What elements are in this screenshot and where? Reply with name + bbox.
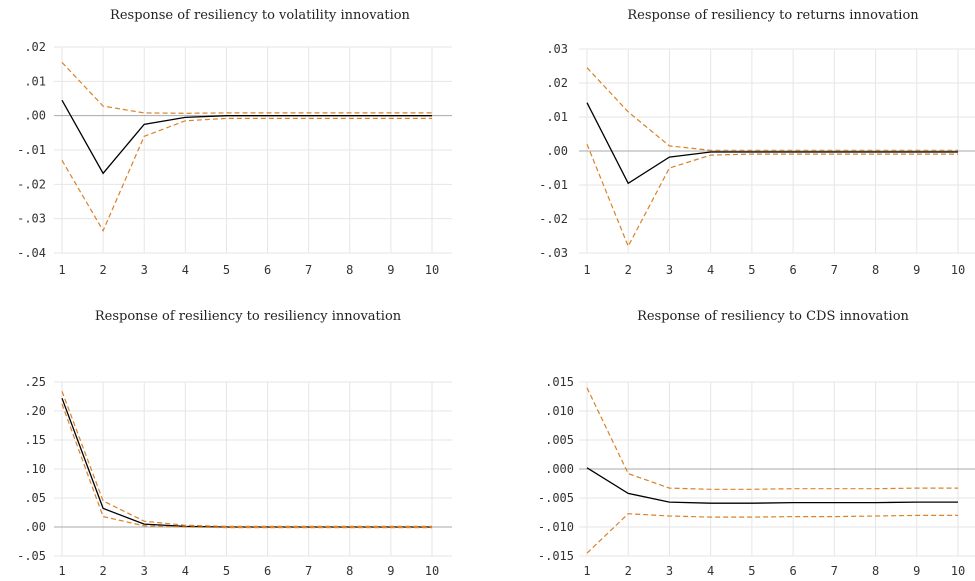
response-line (586, 102, 958, 185)
y-tick-label: .02 (546, 76, 568, 90)
x-tick-label: 9 (387, 564, 394, 578)
chart-title: Response of resiliency to resiliency inn… (95, 309, 402, 324)
y-tick-label: .02 (24, 40, 46, 54)
x-tick-label: 3 (141, 564, 148, 578)
x-tick-label: 8 (872, 564, 879, 578)
y-tick-label: -.005 (538, 491, 574, 505)
x-tick-label: 6 (789, 263, 796, 277)
lower-band-line (586, 143, 958, 248)
x-tick-label: 7 (831, 263, 838, 277)
x-tick-label: 8 (346, 263, 353, 277)
x-tick-label: 1 (58, 564, 65, 578)
response-line (586, 467, 958, 504)
y-tick-label: -.01 (539, 178, 568, 192)
x-tick-label: 10 (951, 263, 965, 277)
y-tick-label: -.05 (17, 549, 46, 563)
x-tick-label: 1 (583, 564, 590, 578)
x-tick-label: 3 (666, 564, 673, 578)
chart-title: Response of resiliency to volatility inn… (110, 8, 411, 23)
upper-band-line (586, 387, 958, 490)
y-tick-label: .01 (546, 110, 568, 124)
x-tick-label: 7 (831, 564, 838, 578)
chart-panel-4: Response of resiliency to CDS innovation… (538, 309, 975, 578)
x-tick-label: 2 (625, 263, 632, 277)
y-tick-label: .000 (545, 462, 574, 476)
x-tick-label: 4 (182, 564, 189, 578)
x-tick-label: 4 (182, 263, 189, 277)
x-tick-label: 10 (425, 564, 439, 578)
x-tick-label: 2 (99, 263, 106, 277)
x-tick-label: 7 (305, 263, 312, 277)
y-tick-label: .005 (545, 433, 574, 447)
y-tick-label: -.03 (17, 212, 46, 226)
y-tick-label: .20 (24, 404, 46, 418)
y-tick-label: .15 (24, 433, 46, 447)
chart-panel-1: Response of resiliency to volatility inn… (17, 8, 452, 277)
chart-title: Response of resiliency to CDS innovation (637, 309, 909, 324)
y-tick-label: .03 (546, 42, 568, 56)
x-tick-label: 7 (305, 564, 312, 578)
y-tick-label: .00 (546, 144, 568, 158)
lower-band-line (61, 403, 432, 529)
upper-band-line (61, 61, 432, 114)
upper-band-line (586, 67, 958, 151)
x-tick-label: 4 (707, 263, 714, 277)
x-tick-label: 1 (583, 263, 590, 277)
y-tick-label: .00 (24, 520, 46, 534)
chart-panel-2: Response of resiliency to returns innova… (539, 8, 975, 277)
x-tick-label: 5 (223, 263, 230, 277)
y-tick-label: .01 (24, 74, 46, 88)
y-tick-label: -.02 (17, 177, 46, 191)
y-tick-label: .05 (24, 491, 46, 505)
x-tick-label: 5 (748, 564, 755, 578)
x-tick-label: 4 (707, 564, 714, 578)
y-tick-label: .10 (24, 462, 46, 476)
y-tick-label: .010 (545, 404, 574, 418)
response-line (61, 99, 432, 175)
x-tick-label: 3 (141, 263, 148, 277)
x-tick-label: 2 (625, 564, 632, 578)
chart-panel-3: Response of resiliency to resiliency inn… (17, 309, 452, 578)
x-tick-label: 8 (346, 564, 353, 578)
x-tick-label: 9 (387, 263, 394, 277)
x-tick-label: 5 (748, 263, 755, 277)
y-tick-label: .015 (545, 375, 574, 389)
x-tick-label: 9 (913, 263, 920, 277)
chart-title: Response of resiliency to returns innova… (627, 8, 919, 23)
x-tick-label: 8 (872, 263, 879, 277)
x-tick-label: 10 (951, 564, 965, 578)
x-tick-label: 2 (99, 564, 106, 578)
lower-band-line (61, 117, 432, 233)
upper-band-line (61, 391, 432, 528)
x-tick-label: 10 (425, 263, 439, 277)
x-tick-label: 5 (223, 564, 230, 578)
y-tick-label: .25 (24, 375, 46, 389)
x-tick-label: 3 (666, 263, 673, 277)
x-tick-label: 6 (264, 564, 271, 578)
x-tick-label: 6 (264, 263, 271, 277)
x-tick-label: 1 (58, 263, 65, 277)
x-tick-label: 9 (913, 564, 920, 578)
y-tick-label: -.04 (17, 246, 46, 260)
y-tick-label: -.010 (538, 520, 574, 534)
y-tick-label: -.01 (17, 143, 46, 157)
x-tick-label: 6 (789, 564, 796, 578)
y-tick-label: .00 (24, 109, 46, 123)
y-tick-label: -.02 (539, 212, 568, 226)
y-tick-label: -.03 (539, 246, 568, 260)
y-tick-label: -.015 (538, 549, 574, 563)
lower-band-line (586, 513, 958, 554)
